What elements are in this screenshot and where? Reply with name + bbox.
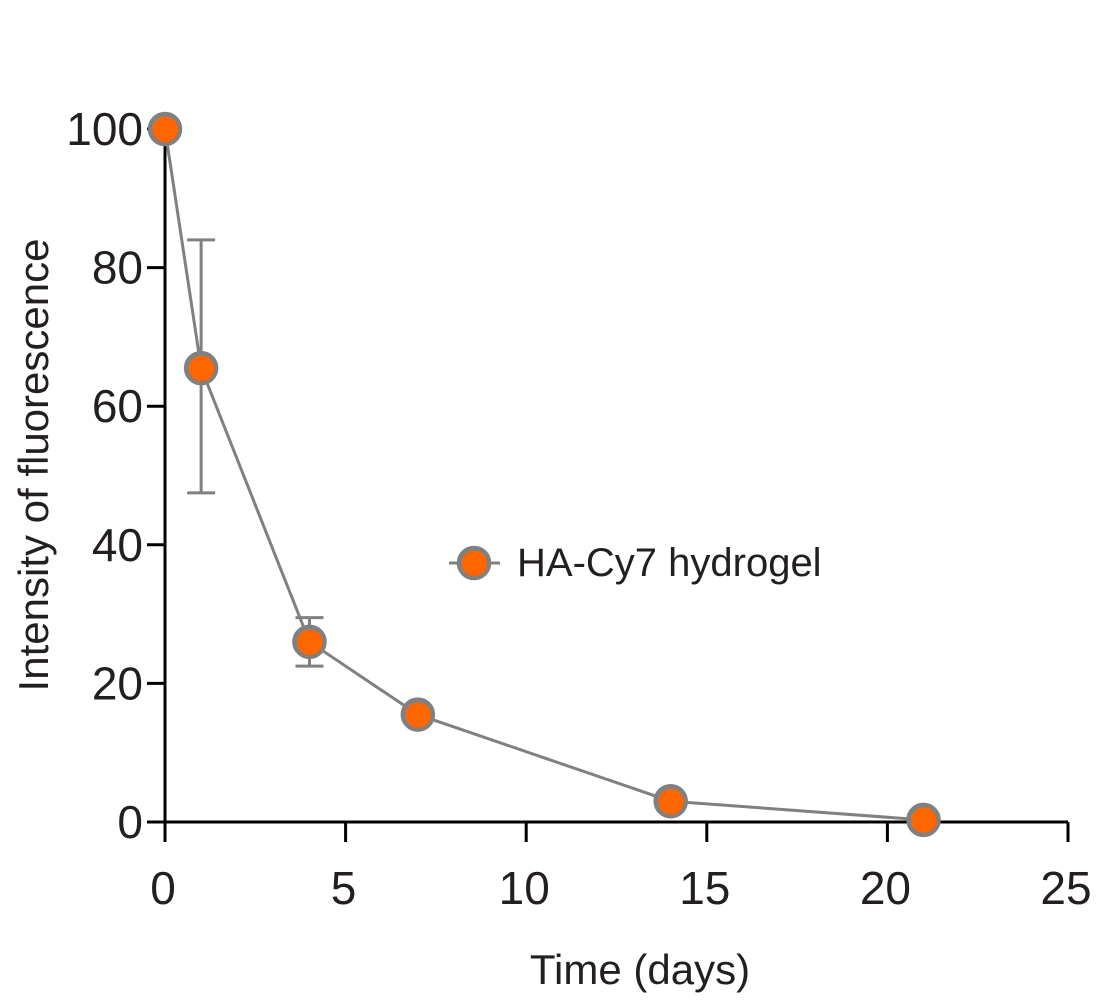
x-ticks: 0 5 10 15 20 25 [150,822,1092,914]
x-tick-label: 5 [331,862,357,914]
data-point [292,624,327,660]
x-tick-label: 25 [1040,862,1091,914]
data-point [147,111,183,147]
y-tick-label: 80 [92,242,143,294]
y-tick-label: 40 [92,519,143,571]
data-point [183,350,219,386]
x-tick-label: 0 [150,862,176,914]
y-axis-title: Intensity of fluorescence [10,239,57,692]
axes [163,129,1068,824]
x-tick-label: 20 [860,862,911,914]
series-line-ha-cy7-hydrogel [163,128,924,822]
y-ticks: 0 20 40 60 80 100 [66,103,165,848]
series-layer [147,111,941,838]
legend-label-ha-cy7-hydrogel: HA-Cy7 hydrogel [517,541,822,585]
x-tick-label: 15 [679,862,730,914]
y-tick-label: 60 [92,380,143,432]
data-point [906,802,941,838]
x-tick-label: 10 [499,862,550,914]
y-tick-label: 20 [92,657,143,709]
y-tick-label: 100 [66,103,143,155]
y-tick-label: 0 [117,796,143,848]
legend: HA-Cy7 hydrogel [449,541,822,585]
data-point [400,697,436,732]
x-axis-title: Time (days) [530,946,750,993]
legend-marker [456,545,492,581]
data-point [653,783,688,819]
